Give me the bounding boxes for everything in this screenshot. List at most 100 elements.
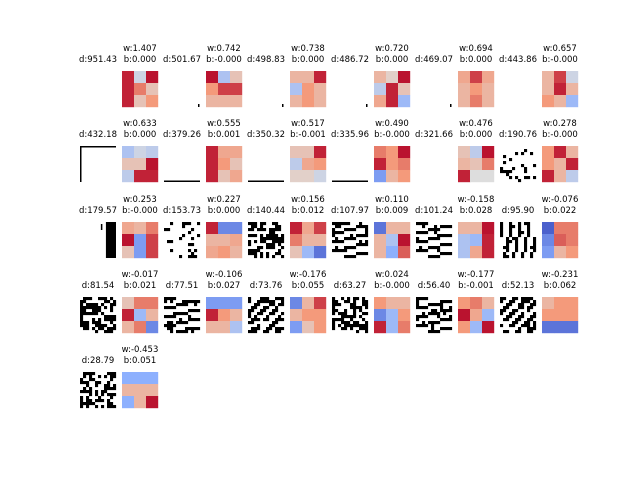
kernel-cell — [458, 71, 471, 84]
pattern-pixel — [278, 252, 282, 256]
kernel-cell — [542, 170, 555, 183]
pattern-pixel — [443, 243, 447, 247]
pattern-pixel — [530, 252, 534, 256]
pattern-pixel — [260, 312, 264, 316]
pattern-pixel — [92, 303, 96, 307]
pattern-pixel — [104, 297, 108, 301]
pattern-pixel — [347, 300, 351, 304]
kernel-cell — [554, 222, 567, 235]
pattern-pixel — [365, 243, 369, 247]
kernel-cell — [218, 321, 231, 334]
pattern-pixel — [254, 225, 258, 229]
kernel-cell — [122, 222, 135, 235]
kernel-cell — [314, 297, 327, 310]
pattern-pixel — [83, 375, 87, 379]
pattern-pixel — [341, 231, 345, 235]
kernel-cell — [458, 222, 471, 235]
kernel-cell — [302, 146, 315, 159]
pattern-pixel — [518, 228, 522, 232]
pattern-image — [248, 180, 284, 182]
kernel-cell — [146, 297, 159, 310]
kernel-cell — [290, 83, 303, 96]
pattern-pixel — [503, 170, 507, 174]
kernel-cell — [566, 95, 579, 108]
kernel-cell — [482, 321, 495, 334]
bias-label: b:-0.000 — [542, 130, 578, 140]
pattern-pixel — [518, 303, 522, 307]
pattern-pixel — [347, 297, 351, 301]
pattern-pixel — [83, 327, 87, 331]
pattern-pixel — [113, 372, 117, 376]
kernel-cell — [554, 146, 567, 159]
pattern-pixel — [512, 167, 516, 171]
pattern-pixel — [362, 324, 366, 328]
pattern-pixel — [416, 231, 420, 235]
pattern-pixel — [101, 393, 105, 397]
pattern-pixel — [515, 237, 519, 241]
kernel-cell — [134, 246, 147, 259]
pattern-pixel — [257, 327, 261, 331]
pattern-pixel — [83, 309, 87, 313]
pattern-pixel — [107, 405, 111, 409]
pattern-pixel — [86, 324, 90, 328]
pattern-pixel — [248, 234, 252, 238]
pattern-pixel — [170, 300, 174, 304]
pattern-pixel — [86, 306, 90, 310]
pattern-pixel — [266, 252, 270, 256]
pattern-pixel — [449, 315, 453, 319]
pattern-pixel — [500, 309, 504, 313]
pattern-pixel — [83, 387, 87, 391]
pattern-pixel — [176, 312, 180, 316]
pattern-pixel — [419, 222, 423, 226]
pattern-pixel — [254, 234, 258, 238]
bias-label: b:-0.001 — [290, 130, 326, 140]
kernel-cell — [230, 158, 243, 171]
pattern-pixel — [527, 327, 531, 331]
pattern-pixel — [425, 306, 429, 310]
pattern-pixel — [422, 231, 426, 235]
bias-label: b:0.051 — [124, 356, 157, 366]
pattern-pixel — [86, 384, 90, 388]
pattern-pixel — [332, 303, 336, 307]
pattern-pixel — [170, 321, 174, 325]
pattern-pixel — [95, 312, 99, 316]
pattern-pixel — [92, 321, 96, 325]
pattern-pixel — [86, 390, 90, 394]
pattern-pixel — [251, 330, 255, 334]
pattern-pixel — [359, 306, 363, 310]
pattern-pixel — [266, 246, 270, 250]
kernel-cell — [302, 309, 315, 322]
distance-label: d:190.76 — [499, 130, 537, 140]
pattern-pixel — [110, 309, 114, 313]
pattern-pixel — [416, 237, 420, 241]
pattern-pixel — [365, 321, 369, 325]
pattern-pixel — [347, 228, 351, 232]
pattern-pixel — [110, 396, 114, 400]
kernel-cell — [398, 71, 411, 84]
kernel-cell — [554, 234, 567, 247]
pattern-pixel — [266, 300, 270, 304]
pattern-pixel — [95, 330, 99, 334]
pattern-pixel — [101, 399, 105, 403]
kernel-cell — [314, 321, 327, 334]
pattern-pixel — [437, 312, 441, 316]
pattern-pixel — [422, 249, 426, 253]
pattern-pixel — [524, 246, 528, 250]
distance-label: d:107.97 — [331, 206, 369, 216]
kernel-cell — [218, 95, 231, 108]
pattern-pixel — [83, 372, 87, 376]
kernel-cell — [134, 158, 147, 171]
pattern-pixel — [443, 252, 447, 256]
pattern-pixel — [518, 306, 522, 310]
kernel-cell — [542, 321, 555, 334]
pattern-pixel — [281, 300, 285, 304]
pattern-pixel — [428, 255, 432, 259]
pattern-pixel — [185, 312, 189, 316]
pattern-image — [416, 297, 453, 334]
pattern-pixel — [500, 225, 504, 229]
bias-label: b:0.028 — [460, 206, 493, 216]
pattern-pixel — [500, 234, 504, 238]
kernel-cell — [374, 309, 387, 322]
pattern-pixel — [182, 300, 186, 304]
